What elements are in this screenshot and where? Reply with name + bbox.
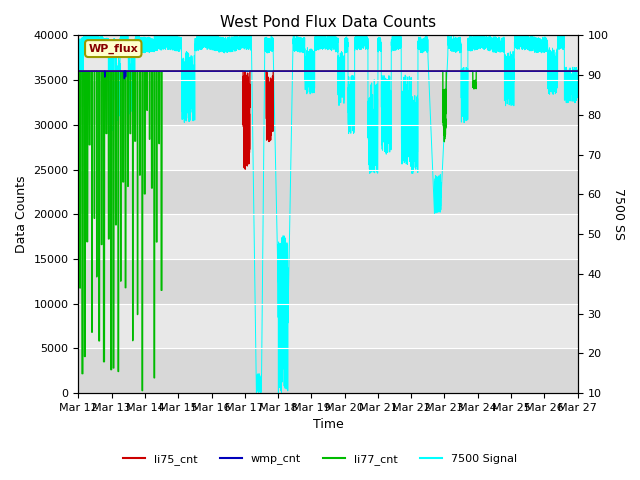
wmp_cnt [75,68,83,74]
li75_cnt [241,166,249,172]
7500 Signal [454,43,461,48]
Bar [79,304,578,348]
7500 Signal [244,41,252,47]
Line: li75_cnt: li75_cnt [79,71,578,169]
li75_cnt [311,68,319,74]
7500 Signal [440,144,447,150]
Bar [79,36,578,80]
li75_cnt [454,68,461,74]
7500 Signal [547,49,554,55]
Title: West Pond Flux Data Counts: West Pond Flux Data Counts [220,15,436,30]
li77_cnt [553,68,561,74]
X-axis label: Time: Time [312,419,344,432]
Bar [79,214,578,259]
li77_cnt [138,388,146,394]
Bar [79,169,578,214]
7500 Signal [311,36,319,42]
Bar [79,348,578,393]
li77_cnt [440,87,447,93]
wmp_cnt [120,76,128,82]
Line: 7500 Signal: 7500 Signal [79,36,578,393]
wmp_cnt [553,68,561,74]
wmp_cnt [440,68,447,74]
Y-axis label: 7500 SS: 7500 SS [612,188,625,240]
li77_cnt [75,68,83,74]
Bar [79,80,578,125]
li77_cnt [244,68,252,74]
li77_cnt [574,68,582,74]
li77_cnt [547,68,554,74]
7500 Signal [553,60,561,65]
Line: wmp_cnt: wmp_cnt [79,71,578,79]
wmp_cnt [574,68,582,74]
li75_cnt [440,68,447,74]
7500 Signal [75,40,83,46]
li75_cnt [75,68,83,74]
wmp_cnt [311,68,319,74]
Bar [79,125,578,169]
7500 Signal [574,73,582,79]
li75_cnt [244,112,252,118]
Legend: li75_cnt, wmp_cnt, li77_cnt, 7500 Signal: li75_cnt, wmp_cnt, li77_cnt, 7500 Signal [118,450,522,469]
7500 Signal [253,390,260,396]
li75_cnt [574,68,582,74]
wmp_cnt [547,68,554,74]
li75_cnt [547,68,554,74]
li77_cnt [454,68,461,74]
7500 Signal [81,33,89,38]
Line: li77_cnt: li77_cnt [79,71,578,391]
Bar [79,259,578,304]
wmp_cnt [244,68,252,74]
Text: WP_flux: WP_flux [88,43,138,54]
wmp_cnt [454,68,461,74]
li75_cnt [553,68,561,74]
li77_cnt [311,68,319,74]
Y-axis label: Data Counts: Data Counts [15,176,28,253]
